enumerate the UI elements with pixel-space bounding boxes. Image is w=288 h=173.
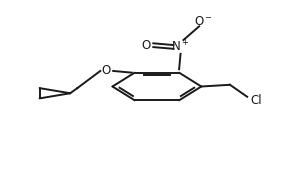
Text: $\mathregular{O^-}$: $\mathregular{O^-}$: [194, 15, 213, 28]
Text: $\mathregular{N^+}$: $\mathregular{N^+}$: [171, 39, 190, 54]
Text: Cl: Cl: [250, 94, 262, 107]
Text: O: O: [101, 65, 111, 78]
Text: O: O: [141, 39, 151, 52]
